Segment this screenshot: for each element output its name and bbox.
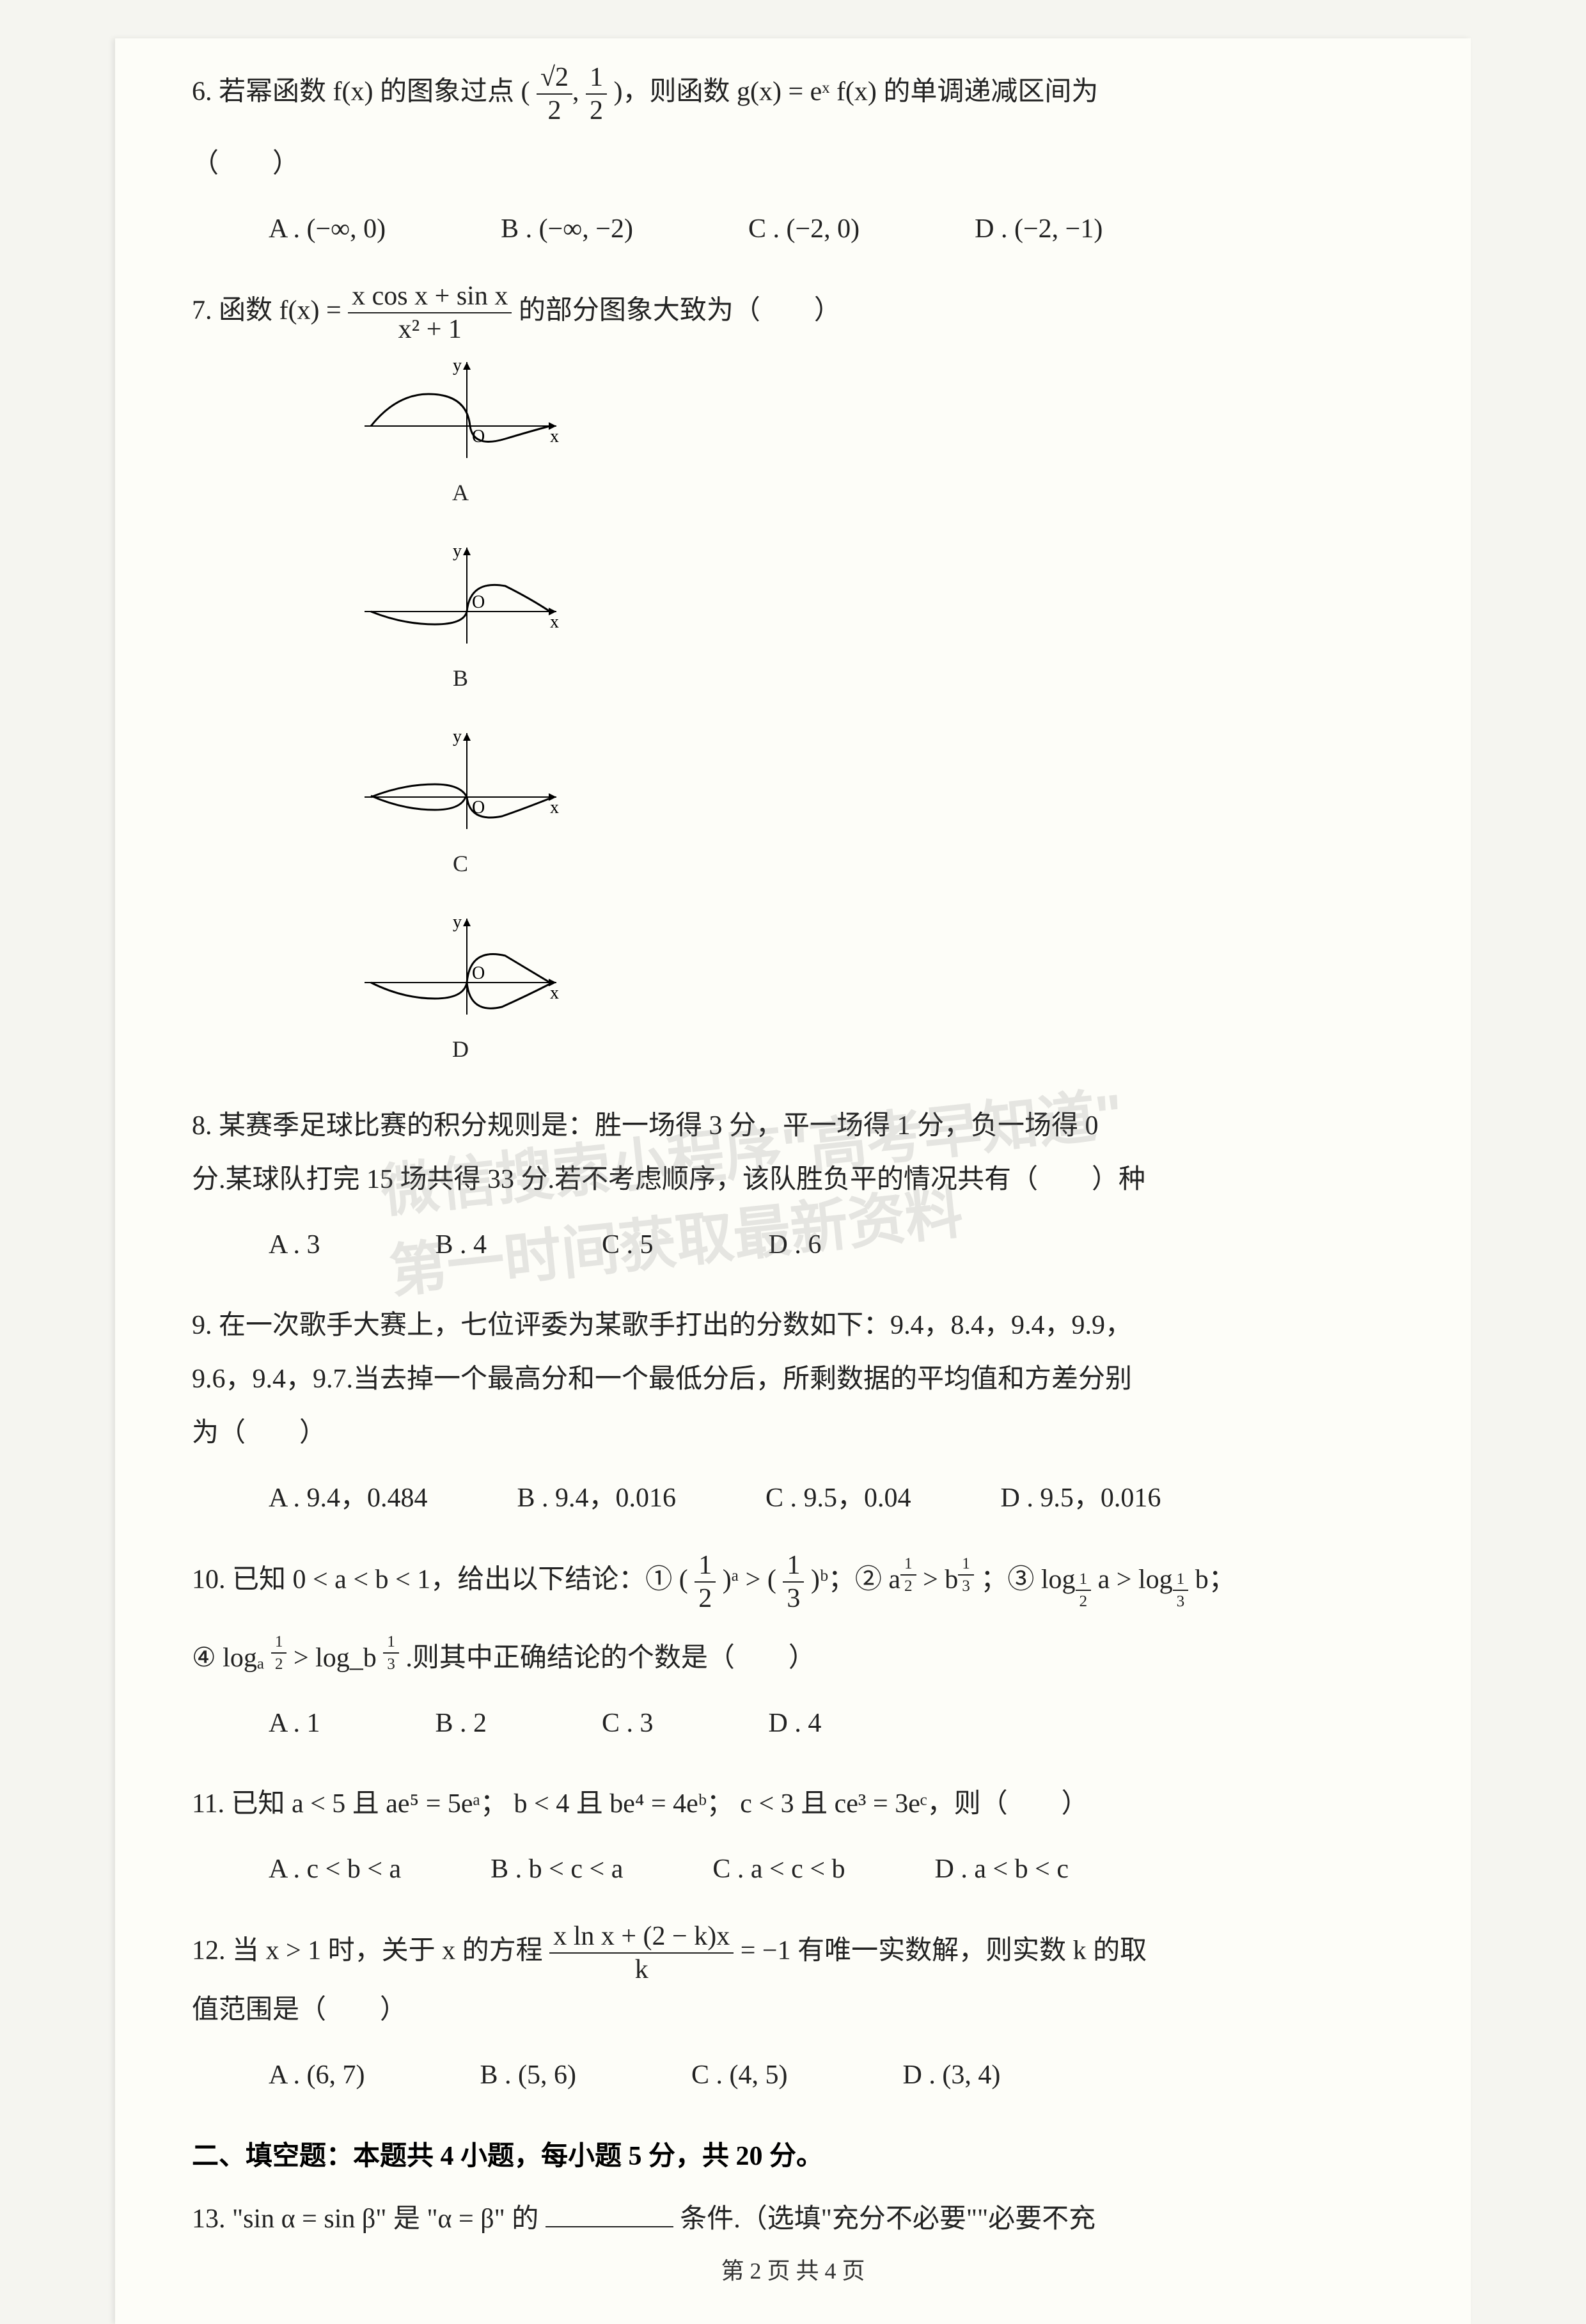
question-10: 10. 已知 0 < a < b < 1，给出以下结论：① ( 12 )ᵃ > …: [192, 1552, 1394, 1750]
q12-frac: x ln x + (2 − k)x k: [549, 1923, 734, 1983]
q6-opt-a: A . (−∞, 0): [269, 202, 386, 256]
graph-b-svg: x y O: [358, 541, 563, 650]
svg-text:O: O: [472, 592, 485, 612]
q11-opt-b: B . b < c < a: [491, 1842, 623, 1896]
q9-opt-b: B . 9.4，0.016: [517, 1471, 677, 1525]
svg-text:y: y: [453, 727, 462, 747]
svg-text:y: y: [453, 541, 462, 561]
exam-page: 6. 若幂函数 f(x) 的图象过点 ( √2 2 , 1 2 )，则函数 g(…: [115, 38, 1471, 2324]
q12-opt-c: C . (4, 5): [691, 2048, 788, 2102]
graph-c-svg: x y O: [358, 727, 563, 835]
svg-text:O: O: [472, 963, 485, 983]
q8-opt-d: D . 6: [769, 1218, 822, 1272]
q9-options: A . 9.4，0.484 B . 9.4，0.016 C . 9.5，0.04…: [192, 1471, 1394, 1525]
q10-opt-b: B . 2: [436, 1696, 487, 1750]
q6-frac1: √2 2: [537, 64, 572, 124]
question-8: 8. 某赛季足球比赛的积分规则是：胜一场得 3 分，平一场得 1 分，负一场得 …: [192, 1099, 1394, 1272]
q11-options: A . c < b < a B . b < c < a C . a < c < …: [192, 1842, 1394, 1896]
q7-graphs: x y O A x y O B: [192, 356, 767, 1072]
question-6: 6. 若幂函数 f(x) 的图象过点 ( √2 2 , 1 2 )，则函数 g(…: [192, 64, 1394, 256]
q11-opt-d: D . a < b < c: [935, 1842, 1069, 1896]
q8-opt-c: C . 5: [602, 1218, 654, 1272]
q8-opt-a: A . 3: [269, 1218, 320, 1272]
graph-d-svg: x y O: [358, 912, 563, 1021]
q10-opt-d: D . 4: [769, 1696, 822, 1750]
svg-text:x: x: [550, 612, 559, 632]
q6-frac2: 1 2: [586, 64, 607, 124]
q12-opt-b: B . (5, 6): [480, 2048, 577, 2102]
q10-opt-c: C . 3: [602, 1696, 654, 1750]
q12-options: A . (6, 7) B . (5, 6) C . (4, 5) D . (3,…: [192, 2048, 1394, 2102]
q8-opt-b: B . 4: [436, 1218, 487, 1272]
question-11: 11. 已知 a < 5 且 ae⁵ = 5eᵃ； b < 4 且 be⁴ = …: [192, 1777, 1394, 1896]
q10-options: A . 1 B . 2 C . 3 D . 4: [192, 1696, 1394, 1750]
q6-options: A . (−∞, 0) B . (−∞, −2) C . (−2, 0) D .…: [192, 202, 1394, 256]
q6-opt-c: C . (−2, 0): [748, 202, 860, 256]
q7-graph-a: x y O A: [358, 356, 563, 516]
question-7: 7. 函数 f(x) = x cos x + sin x x² + 1 的部分图…: [192, 283, 1394, 1072]
section-2-title: 二、填空题：本题共 4 小题，每小题 5 分，共 20 分。: [192, 2134, 1394, 2173]
question-9: 9. 在一次歌手大赛上，七位评委为某歌手打出的分数如下：9.4，8.4，9.4，…: [192, 1299, 1394, 1525]
question-13: 13. "sin α = sin β" 是 "α = β" 的 条件.（选填"充…: [192, 2192, 1394, 2246]
q10-opt-a: A . 1: [269, 1696, 320, 1750]
q12-opt-a: A . (6, 7): [269, 2048, 365, 2102]
svg-text:x: x: [550, 427, 559, 447]
q11-opt-c: C . a < c < b: [712, 1842, 845, 1896]
q9-opt-a: A . 9.4，0.484: [269, 1471, 428, 1525]
q7-graph-b: x y O B: [358, 541, 563, 701]
svg-text:y: y: [453, 356, 462, 375]
q7-graph-d: x y O D: [358, 912, 563, 1072]
q6-text: 6. 若幂函数 f(x) 的图象过点 (: [192, 77, 530, 107]
q13-blank: [546, 2201, 673, 2227]
q6-opt-b: B . (−∞, −2): [501, 202, 633, 256]
question-12: 12. 当 x > 1 时，关于 x 的方程 x ln x + (2 − k)x…: [192, 1923, 1394, 2102]
q6-paren: （ ）: [192, 137, 1394, 191]
page-footer: 第 2 页 共 4 页: [115, 2252, 1471, 2286]
svg-text:x: x: [550, 798, 559, 818]
q8-options: A . 3 B . 4 C . 5 D . 6: [192, 1218, 1394, 1272]
q9-opt-c: C . 9.5，0.04: [766, 1471, 911, 1525]
svg-text:x: x: [550, 983, 559, 1003]
q11-opt-a: A . c < b < a: [269, 1842, 401, 1896]
graph-a-svg: x y O: [358, 356, 563, 464]
q7-graph-c: x y O C: [358, 727, 563, 887]
svg-text:y: y: [453, 912, 462, 932]
q6-opt-d: D . (−2, −1): [975, 202, 1103, 256]
q9-opt-d: D . 9.5，0.016: [1001, 1471, 1161, 1525]
q7-frac: x cos x + sin x x² + 1: [348, 283, 512, 343]
q12-opt-d: D . (3, 4): [903, 2048, 1001, 2102]
